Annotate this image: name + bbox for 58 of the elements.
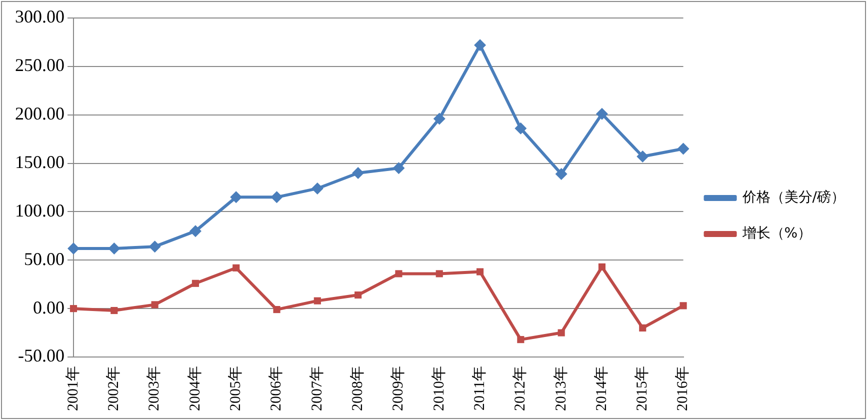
- point: [476, 268, 484, 276]
- y-tick-label: 150.00: [15, 152, 64, 172]
- x-tick-label: 2014年: [592, 366, 610, 411]
- point: [352, 166, 364, 179]
- point: [598, 263, 606, 270]
- point: [192, 280, 199, 287]
- x-tick-label: 2008年: [349, 366, 366, 411]
- x-tick-label: 2007年: [308, 366, 326, 411]
- x-tick-label: 2016年: [674, 366, 692, 411]
- point: [436, 270, 443, 278]
- point: [70, 305, 78, 312]
- point: [395, 270, 402, 278]
- x-tick-label: 2009年: [390, 366, 407, 411]
- x-tick-label: 2005年: [227, 366, 244, 411]
- point: [636, 150, 649, 163]
- x-tick-label: 2002年: [105, 366, 122, 411]
- point: [110, 306, 118, 314]
- point: [596, 108, 608, 120]
- x-tick-label: 2006年: [268, 366, 285, 411]
- point: [433, 112, 446, 125]
- point: [558, 329, 565, 336]
- y-tick-label: -50.00: [18, 346, 64, 366]
- point: [232, 264, 240, 272]
- x-tick-label: 2003年: [146, 366, 163, 411]
- x-tick-label: 2001年: [64, 366, 82, 411]
- y-tick-label: 200.00: [15, 104, 64, 124]
- point: [270, 191, 283, 204]
- point: [680, 302, 687, 310]
- x-tick-label: 2013年: [552, 366, 570, 411]
- x-tick-label: 2015年: [634, 366, 651, 411]
- point: [639, 324, 646, 332]
- point: [677, 142, 690, 155]
- x-tick-label: 2004年: [186, 366, 204, 411]
- point: [108, 242, 120, 255]
- point: [230, 191, 242, 204]
- y-tick-label: 100.00: [15, 200, 64, 220]
- point: [314, 297, 321, 304]
- x-tick-label: 2012年: [512, 366, 529, 411]
- point: [151, 301, 158, 308]
- legend-label: 价格（美分/磅）: [741, 190, 845, 206]
- y-tick-label: 250.00: [15, 55, 64, 76]
- point: [555, 168, 568, 180]
- legend-label: 增长（%）: [741, 226, 812, 242]
- point: [354, 291, 362, 299]
- point: [514, 122, 527, 134]
- point: [517, 336, 524, 344]
- point: [148, 240, 161, 253]
- point: [68, 242, 80, 255]
- point: [311, 182, 324, 194]
- x-tick-label: 2010年: [430, 366, 448, 411]
- point: [392, 162, 405, 174]
- y-tick-label: 0.00: [33, 297, 64, 318]
- y-tick-label: 300.00: [15, 6, 64, 27]
- y-tick-label: 50.00: [24, 248, 64, 269]
- point: [273, 306, 280, 314]
- point: [189, 225, 202, 238]
- x-tick-label: 2011年: [470, 366, 488, 410]
- point: [474, 39, 486, 52]
